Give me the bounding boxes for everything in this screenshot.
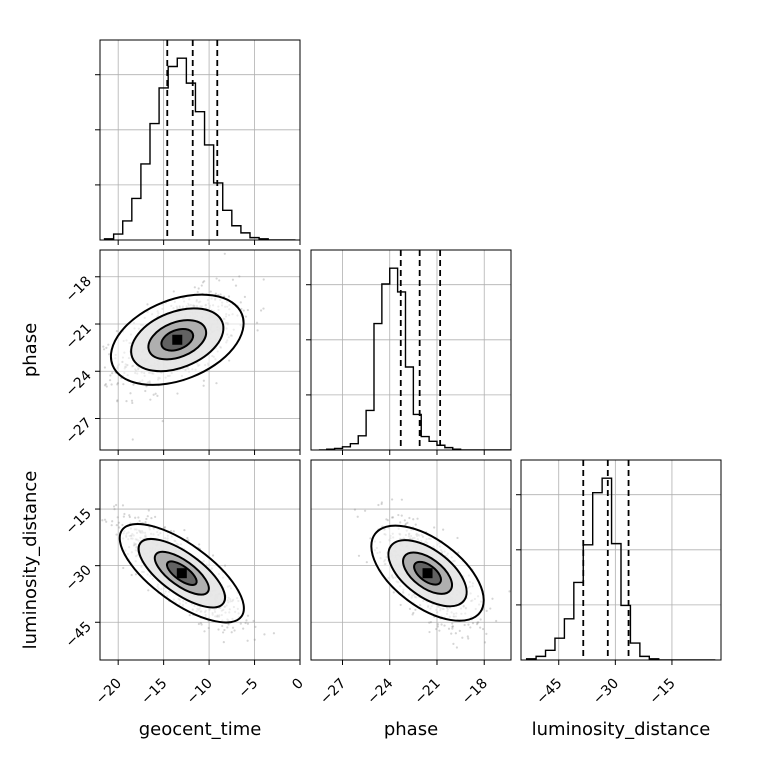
x-tick-label: −18 — [459, 676, 491, 708]
density-peak — [176, 568, 187, 579]
panel-phase-vs-luminosity_distance: −27 −24 −21 −18 — [310, 459, 512, 708]
panel-frame — [99, 249, 301, 451]
grid — [100, 40, 301, 240]
x-axis-label: luminosity_distance — [532, 719, 711, 740]
panel-geocent_time-vs-luminosity_distance: −45 −30 −15 −20 −15 −10 −5 0 — [63, 459, 307, 708]
x-axis-label: phase — [384, 719, 438, 740]
density-peak — [172, 334, 183, 345]
x-axis-label: geocent_time — [139, 719, 262, 740]
y-tick-label: −18 — [63, 273, 95, 305]
x-tick-label: −45 — [533, 676, 565, 708]
y-tick-label: −24 — [63, 368, 95, 400]
x-tick-label: −10 — [184, 676, 216, 708]
histogram-step — [103, 57, 296, 240]
x-tick-label: 0 — [289, 676, 307, 694]
panel-frame — [520, 459, 722, 661]
x-tick-label: −24 — [364, 675, 396, 707]
histogram-step — [525, 477, 716, 660]
x-tick-label: −15 — [138, 676, 170, 708]
panel-luminosity_distance-hist: −45 −30 −15 — [516, 459, 722, 708]
panel-frame — [310, 249, 512, 451]
x-tick-label: −15 — [647, 676, 679, 708]
x-tick-label: −21 — [412, 676, 444, 708]
x-tick-label: −30 — [590, 676, 622, 708]
grid — [311, 250, 511, 450]
y-axis-label: phase — [20, 323, 41, 377]
panel-geocent_time-hist — [95, 39, 301, 245]
panel-geocent_time-vs-phase: −27 −24 −21 −18 — [63, 249, 301, 455]
y-tick-label: −45 — [63, 619, 95, 651]
x-tick-label: −5 — [235, 676, 261, 702]
panel-frame — [99, 459, 301, 661]
panel-frame — [310, 459, 512, 661]
histogram-step — [318, 267, 511, 450]
x-tick-label: −20 — [93, 676, 125, 708]
y-tick-label: −30 — [63, 562, 95, 594]
panel-frame — [99, 39, 301, 241]
panel-phase-hist — [306, 249, 512, 455]
y-tick-label: −27 — [63, 415, 95, 447]
density-peak — [422, 568, 433, 579]
y-axis-label: luminosity_distance — [20, 471, 41, 650]
x-tick-label: −27 — [317, 676, 349, 708]
y-tick-label: −21 — [63, 321, 95, 353]
y-tick-label: −15 — [63, 506, 95, 538]
